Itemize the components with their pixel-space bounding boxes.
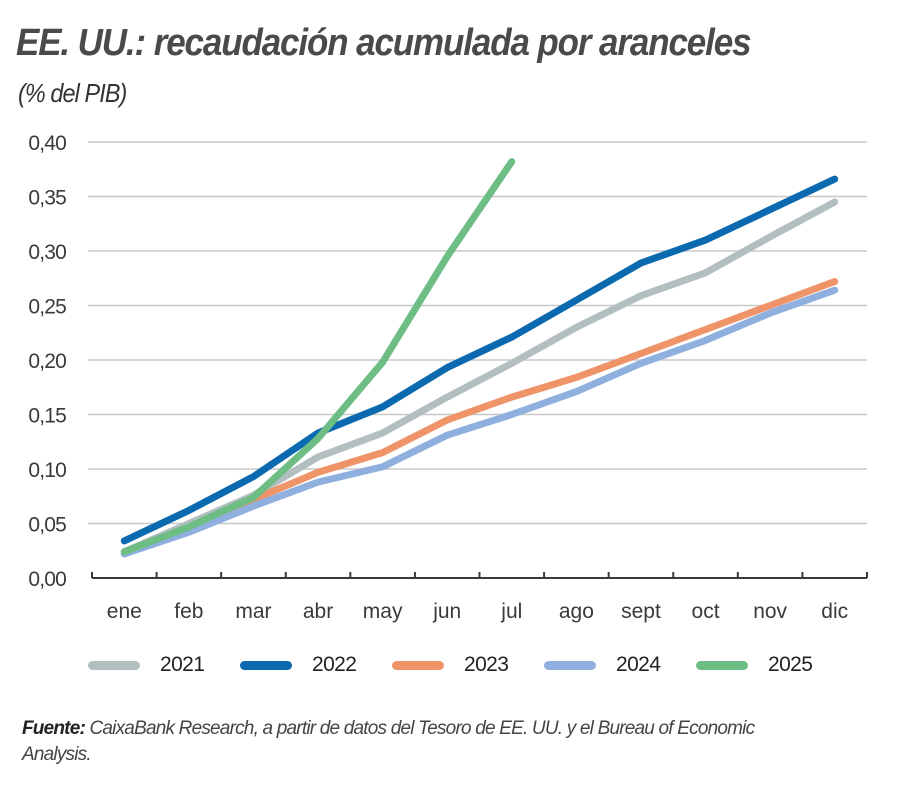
y-tick-label: 0,30 — [28, 241, 66, 264]
x-axis-tick-labels: ene feb mar abr may jun jul ago sept oct nov dic — [107, 600, 848, 623]
chart-title: EE. UU.: recaudación acumulada por aranc… — [16, 22, 752, 64]
x-tick-label: nov — [753, 600, 787, 623]
y-tick-label: 0,40 — [28, 132, 66, 155]
legend-label: 2023 — [464, 653, 509, 676]
legend-item-2024: 2024 — [544, 650, 661, 680]
x-tick-label: may — [363, 600, 403, 623]
x-tick-label: mar — [235, 600, 271, 623]
x-tick-label: ago — [559, 600, 594, 623]
y-tick-label: 0,25 — [28, 296, 66, 319]
legend-label: 2025 — [768, 653, 813, 676]
legend: 2021 2022 2023 2024 2025 — [80, 650, 880, 680]
legend-item-2022: 2022 — [240, 650, 357, 680]
legend-item-2021: 2021 — [88, 650, 205, 680]
y-tick-label: 0,05 — [28, 514, 66, 537]
series-line-2021 — [120, 198, 839, 556]
y-tick-label: 0,35 — [28, 187, 66, 210]
legend-item-2025: 2025 — [696, 650, 813, 680]
x-axis — [91, 572, 868, 579]
legend-swatch — [696, 660, 748, 670]
source-label: Fuente: — [22, 718, 86, 739]
x-tick-label: ene — [107, 600, 142, 623]
x-tick-label: jun — [432, 600, 461, 623]
source-note: Fuente: CaixaBank Research, a partir de … — [22, 716, 782, 768]
legend-swatch — [88, 660, 140, 670]
legend-swatch — [392, 660, 444, 670]
x-tick-label: jul — [500, 600, 522, 623]
y-tick-label: 0,20 — [28, 350, 66, 373]
series-lines — [120, 158, 839, 558]
legend-label: 2024 — [616, 653, 661, 676]
series-line-2024 — [120, 286, 839, 558]
y-axis-tick-labels: 0,00 0,05 0,10 0,15 0,20 0,25 0,30 0,35 0,40 — [28, 132, 67, 591]
y-tick-label: 0,15 — [28, 405, 66, 428]
y-tick-label: 0,00 — [28, 568, 66, 591]
source-text: CaixaBank Research, a partir de datos de… — [22, 718, 755, 765]
legend-item-2023: 2023 — [392, 650, 509, 680]
x-tick-label: dic — [821, 600, 848, 623]
series-line-2022 — [120, 175, 839, 545]
x-tick-label: sept — [621, 600, 661, 623]
legend-swatch — [544, 660, 596, 670]
legend-label: 2022 — [312, 653, 357, 676]
x-tick-label: abr — [303, 600, 333, 623]
legend-label: 2021 — [160, 653, 205, 676]
legend-swatch — [240, 660, 292, 670]
line-chart: 0,00 0,05 0,10 0,15 0,20 0,25 0,30 0,35 0,40 ene… — [28, 132, 868, 623]
x-tick-label: feb — [174, 600, 203, 623]
chart-subtitle: (% del PIB) — [18, 78, 127, 108]
gridlines — [88, 141, 867, 525]
x-tick-label: oct — [692, 600, 720, 623]
y-tick-label: 0,10 — [28, 459, 66, 482]
series-line-2025 — [120, 158, 516, 556]
